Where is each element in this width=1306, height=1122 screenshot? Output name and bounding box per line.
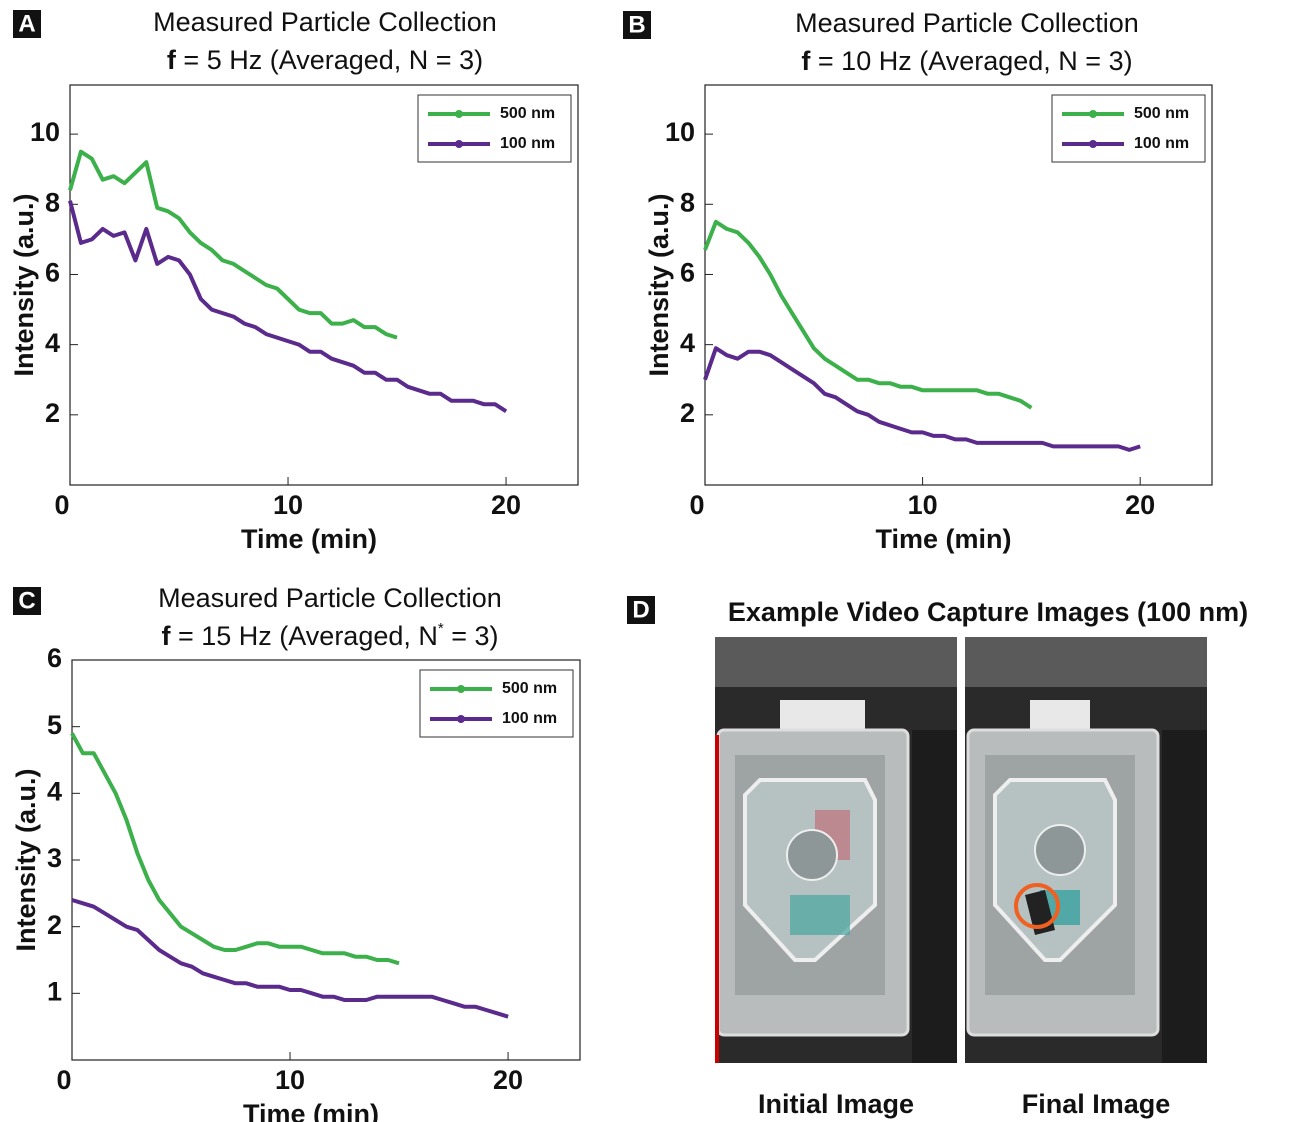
y-tick-label: 10 — [665, 117, 695, 147]
y-axis-label: Intensity (a.u.) — [9, 193, 39, 376]
subtitle-part: f — [167, 45, 177, 75]
chart-subtitle: f = 15 Hz (Averaged, N* = 3) — [161, 620, 498, 651]
series-line — [70, 732, 400, 966]
y-tick-label: 3 — [47, 843, 62, 873]
panel-badge — [13, 587, 41, 615]
legend-marker — [1089, 110, 1097, 118]
photo-initial — [715, 637, 957, 1063]
legend-marker — [455, 140, 463, 148]
x-tick-label: 20 — [491, 490, 521, 520]
legend-marker — [455, 110, 463, 118]
legend-label: 100 nm — [502, 710, 557, 727]
y-axis-label: Intensity (a.u.) — [644, 193, 674, 376]
y-tick-label: 8 — [45, 187, 60, 217]
chart-subtitle: f = 10 Hz (Averaged, N = 3) — [801, 46, 1132, 76]
panel-label: A — [18, 10, 35, 37]
legend-box — [417, 94, 572, 163]
subtitle-part: = 15 Hz (Averaged, N — [170, 621, 437, 651]
subtitle-part: = 5 Hz (Averaged, N = 3) — [176, 45, 483, 75]
panel-label: D — [632, 596, 649, 623]
x-axis-label: Time (min) — [243, 1099, 379, 1122]
legend-label: 500 nm — [502, 680, 557, 697]
x-tick-label: 10 — [908, 490, 938, 520]
panel-label: C — [18, 587, 35, 614]
photo-title: Example Video Capture Images (100 nm) — [728, 597, 1248, 627]
x-axis-label: Time (min) — [875, 524, 1011, 554]
photo-final — [965, 637, 1207, 1063]
chart-subtitle: f = 5 Hz (Averaged, N = 3) — [167, 45, 483, 75]
series-line — [68, 149, 398, 340]
y-tick-label: 2 — [680, 398, 695, 428]
subtitle-part: f — [161, 621, 171, 651]
x-tick-label: 0 — [54, 490, 69, 520]
plot-frame — [704, 84, 1213, 486]
subtitle-part: = 10 Hz (Averaged, N = 3) — [810, 46, 1132, 76]
series-line — [703, 219, 1033, 410]
legend-label: 500 nm — [1134, 105, 1189, 122]
x-tick-label: 0 — [56, 1065, 71, 1095]
y-tick-label: 5 — [47, 710, 62, 740]
photo-panel: D Example Video Capture Images (100 nm) — [627, 596, 1248, 1119]
chart: A Measured Particle Collection f = 5 Hz (A… — [9, 7, 579, 554]
legend-marker — [457, 685, 465, 693]
y-tick-label: 6 — [680, 258, 695, 288]
chart: C Measured Particle Collection f = 15 Hz (… — [11, 583, 581, 1122]
y-tick-label: 6 — [45, 258, 60, 288]
subtitle-part: f — [801, 46, 811, 76]
y-tick-label: 4 — [680, 328, 695, 358]
chart-title: Measured Particle Collection — [153, 7, 497, 37]
x-axis-label: Time (min) — [241, 524, 377, 554]
x-tick-label: 10 — [273, 490, 303, 520]
x-tick-label: 0 — [689, 490, 704, 520]
legend-marker — [457, 715, 465, 723]
legend-label: 500 nm — [500, 105, 555, 122]
series-line — [68, 200, 508, 413]
panel-badge — [623, 11, 651, 39]
x-tick-label: 20 — [1125, 490, 1155, 520]
x-tick-label: 20 — [493, 1065, 523, 1095]
chart-title: Measured Particle Collection — [795, 8, 1139, 38]
y-tick-label: 2 — [47, 910, 62, 940]
photo-caption: Initial Image — [758, 1089, 914, 1119]
y-tick-label: 8 — [680, 187, 695, 217]
legend-box — [1051, 94, 1206, 163]
y-tick-label: 4 — [45, 328, 60, 358]
y-tick-label: 10 — [30, 117, 60, 147]
y-tick-label: 6 — [47, 643, 62, 673]
panel-badge — [627, 596, 655, 624]
series-line — [71, 898, 509, 1019]
panel-badge — [13, 10, 41, 38]
subtitle-part: = 3) — [444, 621, 499, 651]
y-tick-label: 4 — [47, 776, 62, 806]
series-line — [703, 346, 1141, 452]
panel-label: B — [628, 11, 645, 38]
chart-title: Measured Particle Collection — [158, 583, 502, 613]
subtitle-part: * — [438, 620, 444, 637]
legend-label: 100 nm — [500, 135, 555, 152]
legend-box — [419, 669, 574, 738]
photo-caption: Final Image — [1022, 1089, 1171, 1119]
x-tick-label: 10 — [275, 1065, 305, 1095]
plot-frame — [69, 84, 579, 486]
y-tick-label: 2 — [45, 398, 60, 428]
y-tick-label: 1 — [47, 976, 62, 1006]
legend-label: 100 nm — [1134, 135, 1189, 152]
y-axis-label: Intensity (a.u.) — [11, 768, 41, 951]
chart: B Measured Particle Collection f = 10 Hz (… — [623, 8, 1213, 554]
legend-marker — [1089, 140, 1097, 148]
